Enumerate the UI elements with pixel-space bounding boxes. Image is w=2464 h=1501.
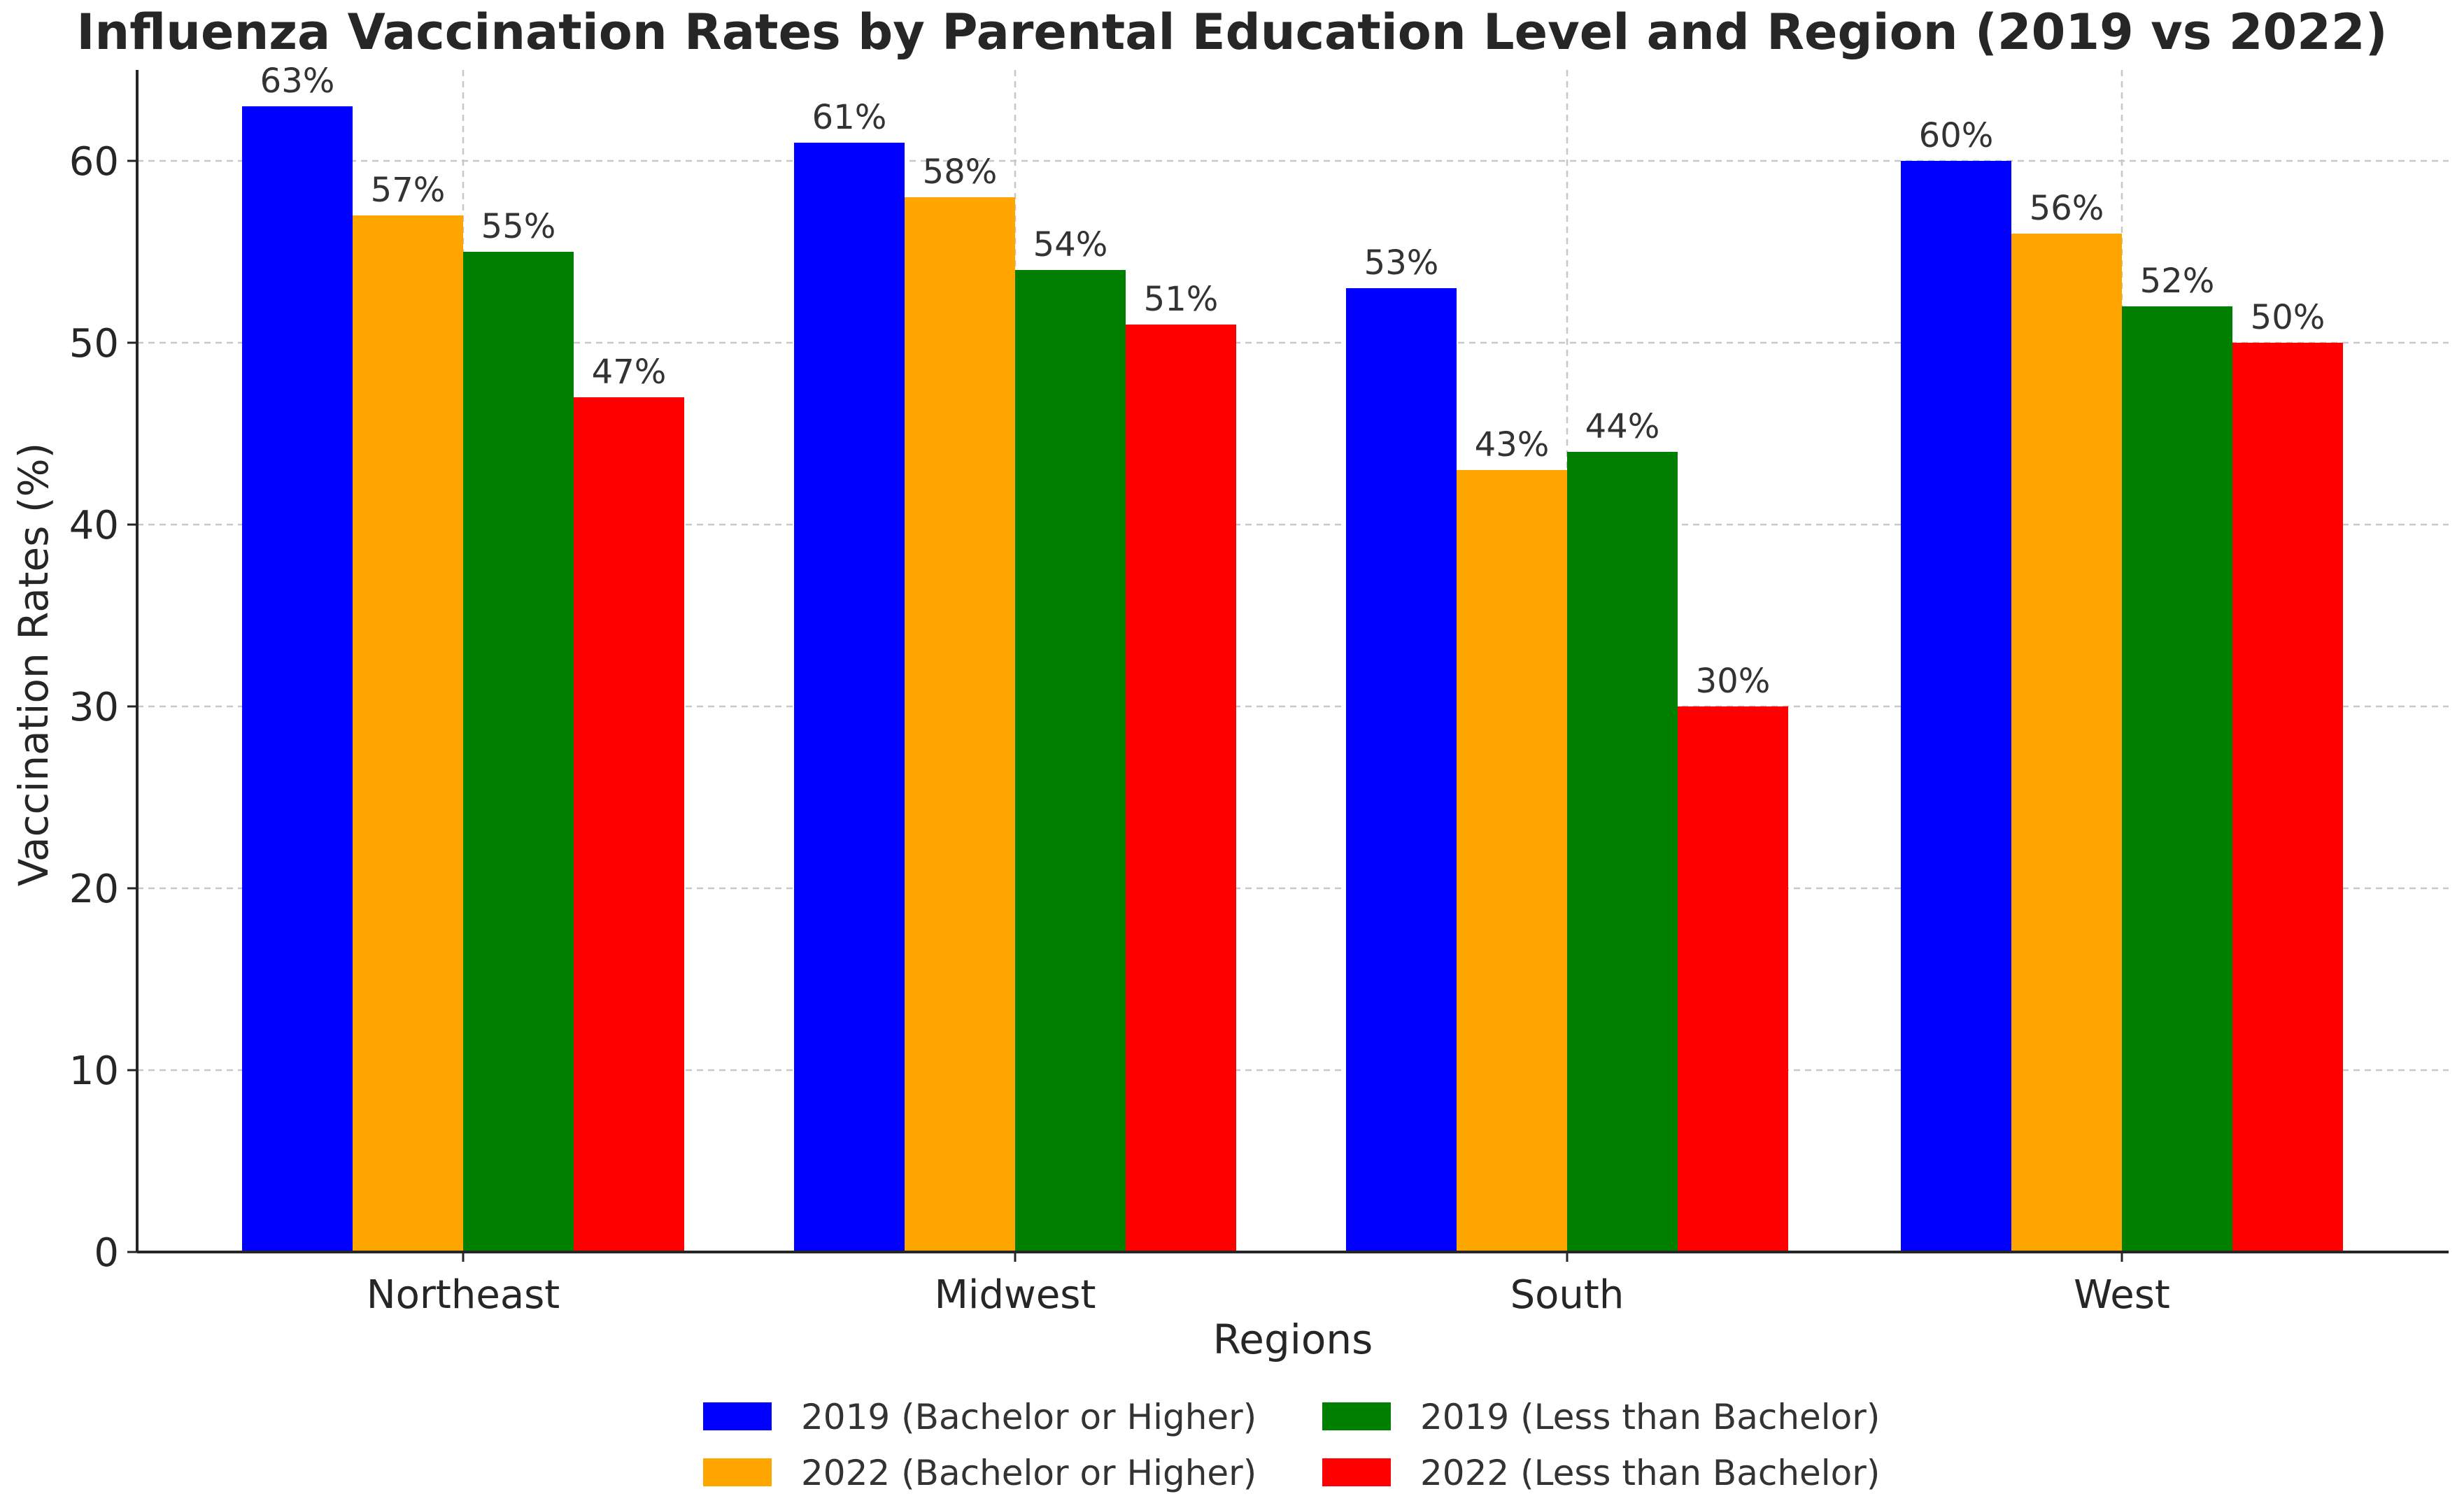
- y-tick-label: 60: [69, 139, 119, 185]
- data-label: 47%: [592, 353, 667, 392]
- bar: [242, 106, 353, 1252]
- data-label: 58%: [923, 152, 998, 192]
- y-tick-label: 20: [69, 867, 119, 912]
- data-label: 53%: [1364, 243, 1439, 283]
- y-axis-label: Vaccination Rates (%): [10, 443, 57, 886]
- data-label: 61%: [812, 98, 887, 137]
- y-tick-label: 30: [69, 685, 119, 730]
- data-label: 60%: [1919, 116, 1994, 155]
- x-tick-label: Northeast: [367, 1272, 560, 1318]
- bar: [463, 252, 574, 1252]
- x-tick-label: West: [2074, 1272, 2170, 1318]
- legend: 2019 (Bachelor or Higher) 2022 (Bachelor …: [703, 1397, 1880, 1493]
- legend-label: 2019 (Less than Bachelor): [1420, 1397, 1880, 1437]
- legend-label: 2022 (Less than Bachelor): [1420, 1453, 1880, 1493]
- y-tick-label: 10: [69, 1048, 119, 1094]
- legend-label: 2022 (Bachelor or Higher): [801, 1453, 1256, 1493]
- bar: [2011, 234, 2122, 1252]
- bar: [1126, 325, 1236, 1252]
- data-label: 43%: [1475, 425, 1550, 464]
- data-label: 44%: [1585, 407, 1660, 446]
- bars: [242, 106, 2343, 1252]
- bar: [1678, 706, 1788, 1252]
- bar: [794, 143, 905, 1252]
- x-tick-label: South: [1510, 1272, 1624, 1318]
- bar: [1457, 470, 1567, 1252]
- bar: [1901, 161, 2011, 1252]
- x-tick-label: Midwest: [935, 1272, 1096, 1318]
- legend-label: 2019 (Bachelor or Higher): [801, 1397, 1256, 1437]
- data-label: 56%: [2030, 189, 2104, 228]
- legend-swatch: [1322, 1458, 1391, 1486]
- bar: [1346, 288, 1457, 1252]
- bar: [1015, 270, 1126, 1252]
- bar: [905, 197, 1015, 1252]
- data-label: 57%: [371, 171, 446, 210]
- legend-swatch: [703, 1458, 772, 1486]
- data-label: 54%: [1033, 225, 1108, 264]
- bar: [1567, 452, 1678, 1252]
- data-label: 50%: [2251, 298, 2325, 337]
- chart-title: Influenza Vaccination Rates by Parental …: [76, 3, 2387, 61]
- x-axis-label: Regions: [1213, 1316, 1373, 1363]
- bar: [574, 397, 684, 1252]
- data-label: 63%: [260, 62, 335, 101]
- legend-swatch: [1322, 1402, 1391, 1430]
- legend-swatch: [703, 1402, 772, 1430]
- axes: 0 10 20 30 40 50 60 Northeast Midwest South West: [69, 70, 2449, 1318]
- y-tick-label: 0: [94, 1230, 119, 1276]
- data-labels: 63% 61% 53% 60% 57% 58% 43% 56% 55% 54% 44% 52% 47% 5…: [260, 62, 2325, 701]
- bar: [353, 215, 463, 1252]
- y-tick-label: 50: [69, 321, 119, 367]
- data-label: 52%: [2140, 262, 2215, 301]
- bar: [2232, 343, 2343, 1252]
- bar: [2122, 306, 2232, 1252]
- data-label: 51%: [1144, 280, 1219, 319]
- data-label: 30%: [1696, 662, 1771, 701]
- data-label: 55%: [481, 207, 556, 246]
- y-tick-label: 40: [69, 503, 119, 548]
